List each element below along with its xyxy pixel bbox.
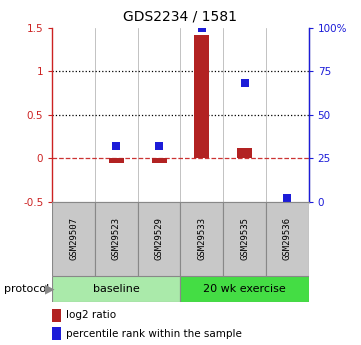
Bar (52, 309, 61, 322)
Bar (194, 34, 209, 158)
Bar (109, 158, 124, 162)
Bar (138, 202, 180, 276)
Text: protocol: protocol (4, 284, 49, 294)
Text: GSM29523: GSM29523 (112, 217, 121, 260)
Text: GSM29529: GSM29529 (155, 217, 164, 260)
Bar (95, 202, 138, 276)
Text: GSM29533: GSM29533 (197, 217, 206, 260)
Bar (180, 202, 223, 276)
Bar (223, 202, 266, 276)
Text: ▶: ▶ (45, 283, 55, 295)
Text: GSM29535: GSM29535 (240, 217, 249, 260)
Text: baseline: baseline (93, 284, 140, 294)
Bar (52, 327, 61, 340)
Bar (180, 276, 309, 302)
Bar (237, 148, 252, 158)
Bar (52, 276, 180, 302)
Title: GDS2234 / 1581: GDS2234 / 1581 (123, 10, 238, 24)
Bar (52, 202, 95, 276)
Text: GSM29536: GSM29536 (283, 217, 292, 260)
Bar (152, 158, 167, 162)
Text: GSM29507: GSM29507 (69, 217, 78, 260)
Text: 20 wk exercise: 20 wk exercise (203, 284, 286, 294)
Text: percentile rank within the sample: percentile rank within the sample (66, 328, 242, 338)
Text: log2 ratio: log2 ratio (66, 310, 117, 321)
Bar (266, 202, 309, 276)
